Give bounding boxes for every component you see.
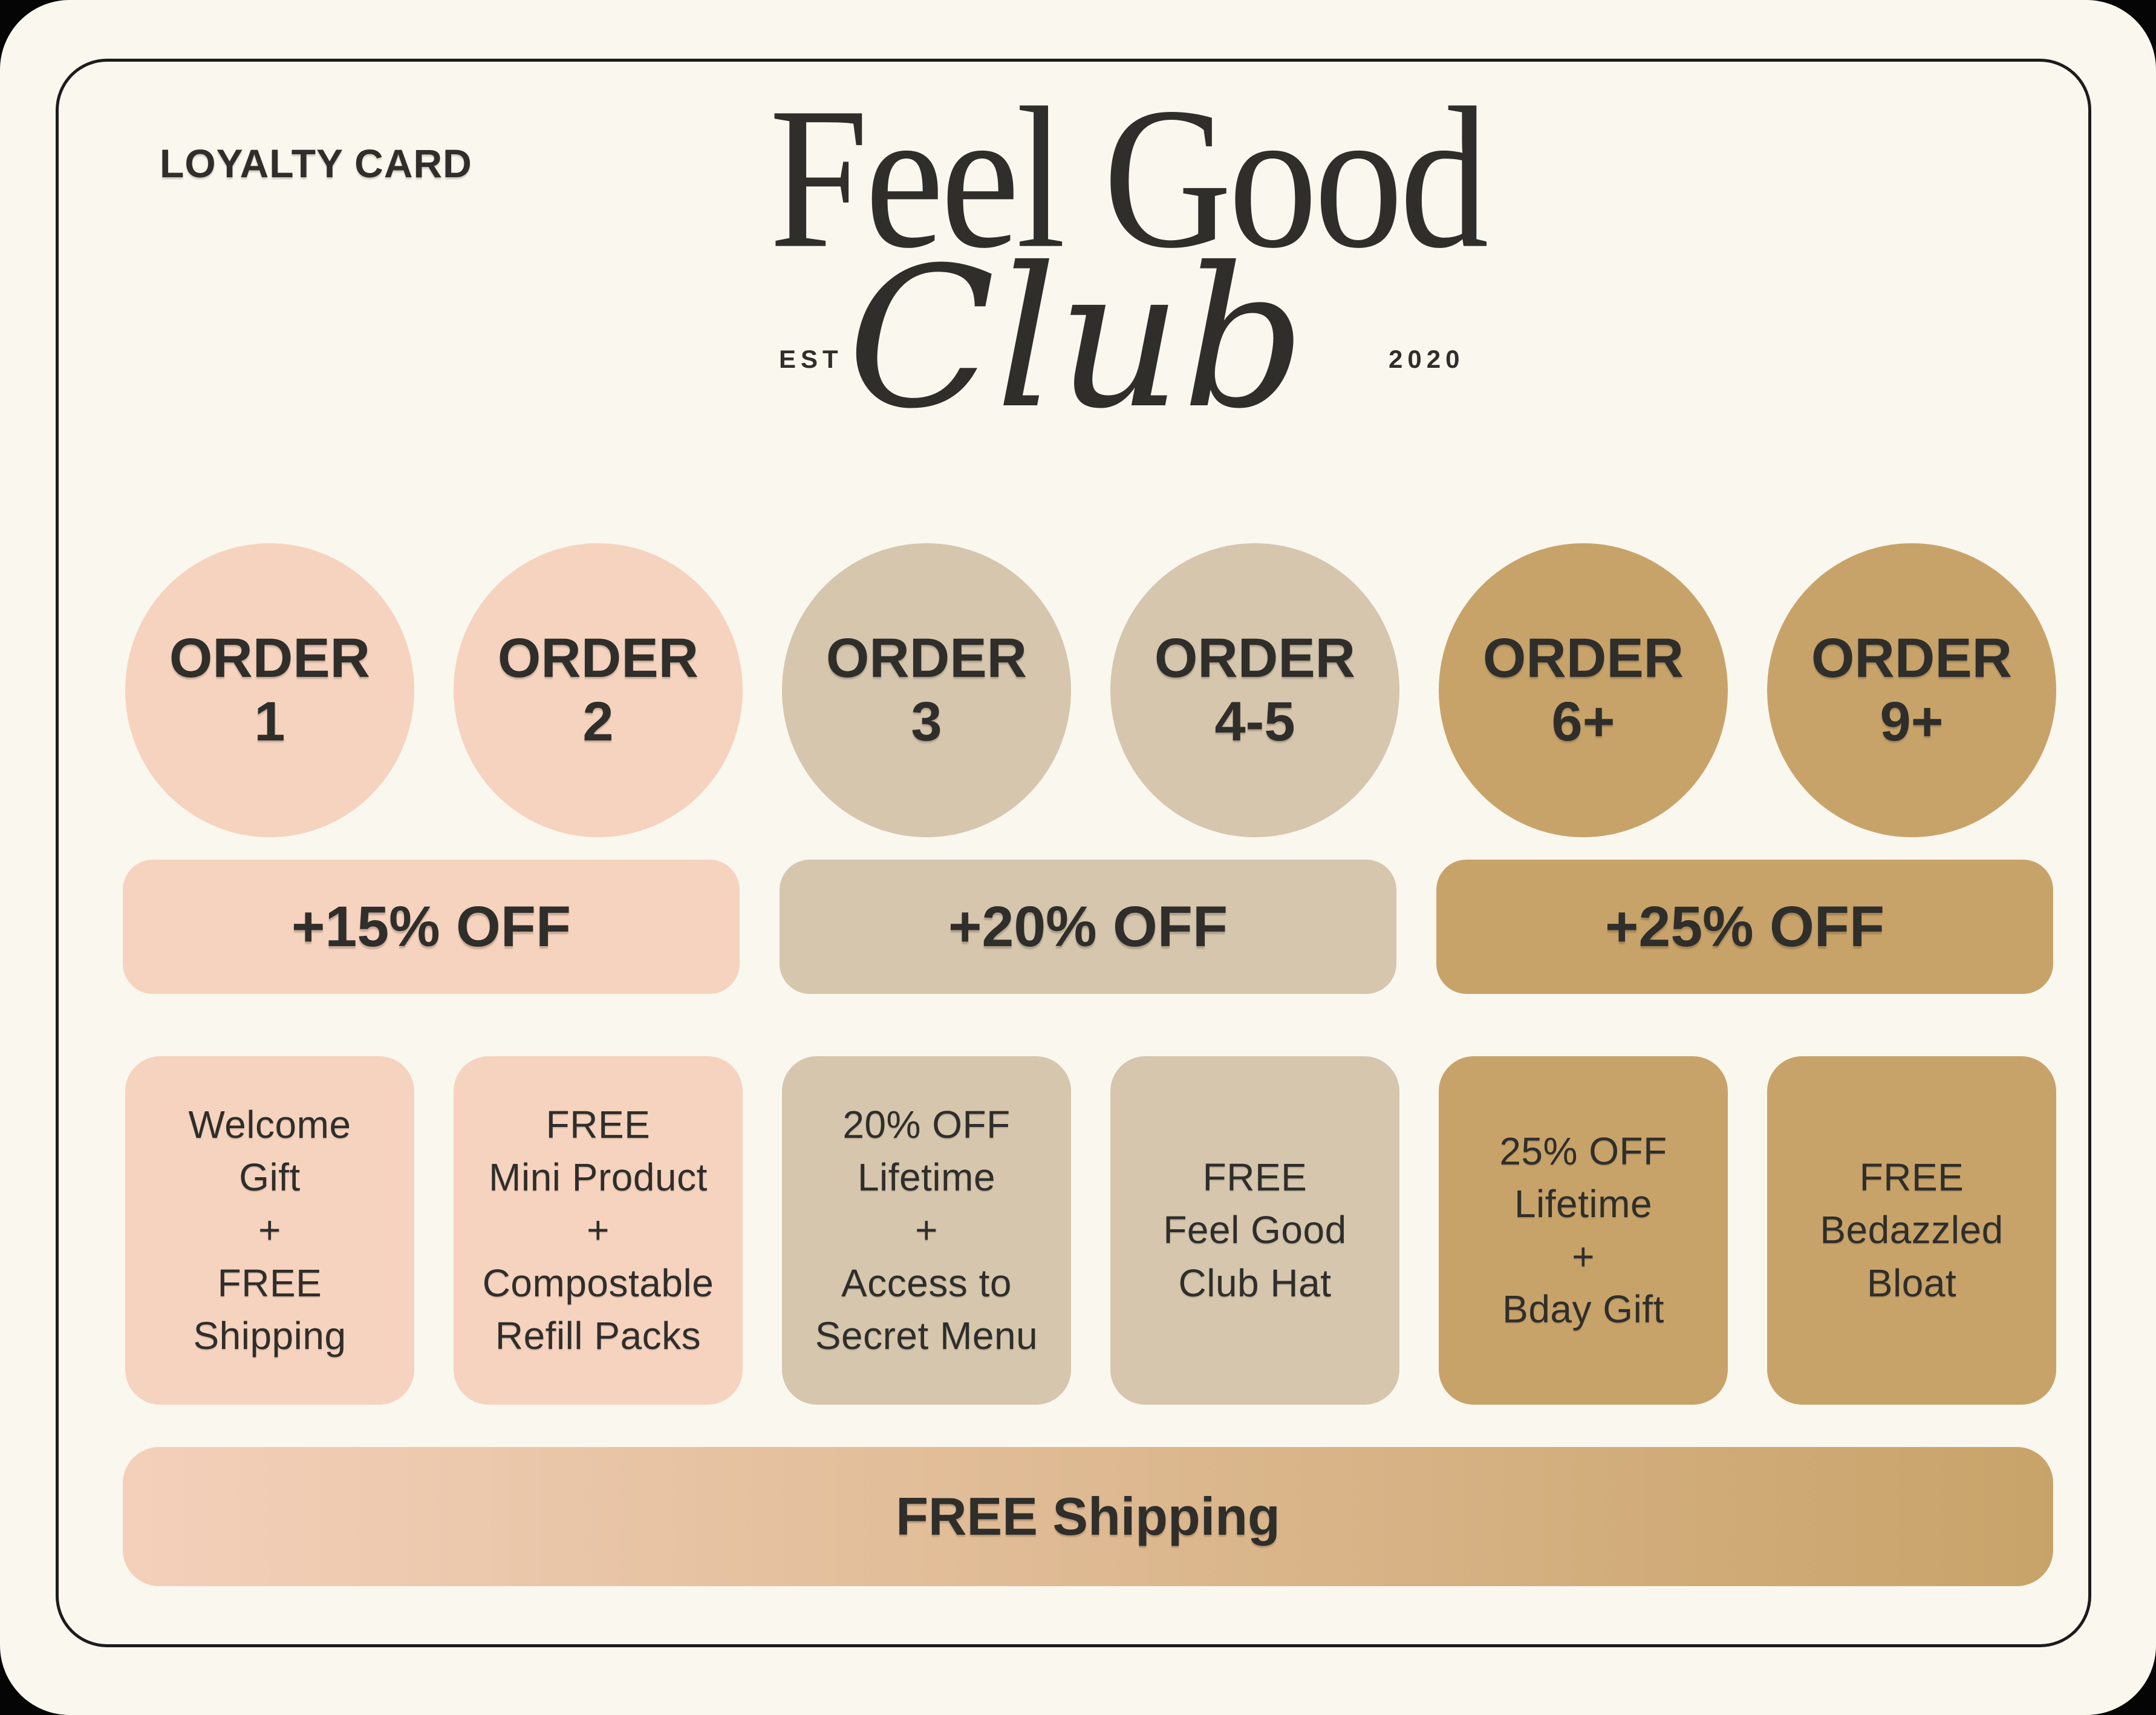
order-value: 6+ [1551,691,1615,753]
discount-bar-25: +25% OFF [1436,860,2053,994]
reward-card-6: FREE Bedazzled Bloat [1767,1056,2056,1405]
order-value: 3 [911,691,942,753]
reward-card-3: 20% OFF Lifetime + Access to Secret Menu [782,1056,1071,1405]
reward-line: Compostable [482,1261,714,1305]
reward-line: Club Hat [1178,1261,1332,1305]
order-word: ORDER [1482,627,1684,689]
order-word: ORDER [169,627,371,689]
reward-line: FREE [1202,1155,1308,1200]
reward-line: Bday Gift [1502,1287,1664,1331]
reward-line: Welcome [188,1103,351,1147]
loyalty-card-label: LOYALTY CARD [160,141,472,186]
reward-card-2: FREE Mini Product + Compostable Refill P… [454,1056,743,1405]
order-circle-3: ORDER 3 [782,543,1071,837]
reward-card-4: FREE Feel Good Club Hat [1110,1056,1399,1405]
discount-bar-15: +15% OFF [123,860,740,994]
est-label: EST [779,345,843,373]
discount-bar-20: +20% OFF [780,860,1396,994]
reward-line: Mini Product [489,1155,708,1200]
reward-card-5: 25% OFF Lifetime + Bday Gift [1439,1056,1728,1405]
year-label: 2020 [1389,345,1465,373]
order-word: ORDER [826,627,1028,689]
order-word: ORDER [1811,627,2013,689]
reward-card-1: Welcome Gift + FREE Shipping [125,1056,414,1405]
reward-line: Lifetime [1514,1181,1653,1226]
order-circle-6: ORDER 9+ [1767,543,2056,837]
reward-line: FREE [546,1103,651,1147]
reward-line: Bloat [1866,1261,1957,1305]
order-word: ORDER [497,627,699,689]
reward-line: + [915,1208,938,1252]
order-value: 2 [582,691,614,753]
reward-line: + [1572,1235,1595,1278]
free-shipping-label: FREE Shipping [896,1486,1280,1546]
reward-line: 25% OFF [1499,1129,1667,1173]
brand-name: Feel Good [769,66,1488,291]
reward-line: FREE [217,1261,322,1305]
reward-line: Shipping [193,1313,347,1357]
reward-line: Refill Packs [495,1313,702,1357]
order-circle-5: ORDER 6+ [1439,543,1728,837]
order-value: 4-5 [1214,691,1295,753]
order-circle-1: ORDER 1 [125,543,414,837]
reward-line: Bedazzled [1820,1208,2004,1252]
reward-line: FREE [1859,1155,1964,1200]
reward-line: + [587,1208,610,1252]
order-value: 1 [254,691,285,753]
reward-line: Feel Good [1163,1208,1347,1252]
reward-line: Lifetime [857,1155,996,1200]
order-circle-2: ORDER 2 [454,543,743,837]
reward-line: Secret Menu [815,1313,1038,1357]
order-word: ORDER [1154,627,1356,689]
reward-line: Access to [841,1261,1012,1305]
reward-line: + [258,1208,281,1252]
free-shipping-bar: FREE Shipping [123,1447,2053,1586]
reward-line: Gift [239,1155,301,1200]
brand-script: Club [847,226,1306,451]
order-value: 9+ [1880,691,1944,753]
reward-line: 20% OFF [842,1103,1011,1147]
order-circle-4: ORDER 4-5 [1110,543,1399,837]
